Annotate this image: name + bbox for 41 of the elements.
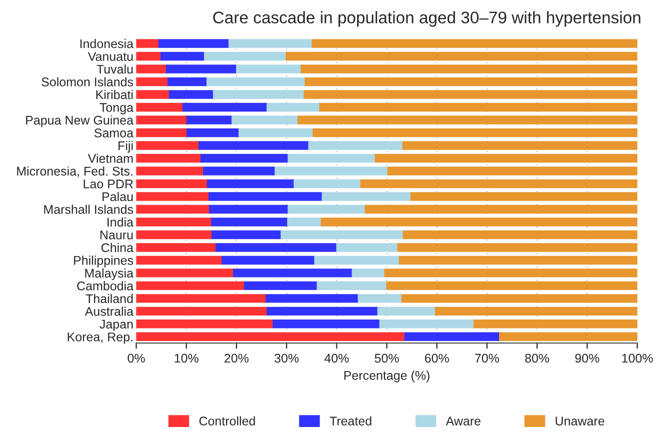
x-tick-label: 0% (128, 354, 145, 363)
x-tick-label: 20% (224, 354, 249, 363)
y-tick-label: Vietnam (88, 154, 133, 163)
x-tick-label: 60% (425, 354, 449, 363)
y-tick-label: Samoa (94, 128, 134, 138)
y-tick-label: Marshall Islands (44, 204, 134, 214)
x-axis-title: Percentage (%) (344, 370, 430, 382)
x-tick-label: 10% (174, 354, 198, 363)
y-tick-label: Tonga (100, 103, 134, 114)
y-tick-label: Nauru (100, 230, 133, 240)
y-tick-label: Indonesia (80, 38, 134, 48)
legend-label: Unaware (556, 416, 604, 426)
y-tick-label: Vanuatu (88, 52, 133, 61)
y-tick-label: Lao PDR (84, 180, 133, 188)
y-tick-label: Fiji (118, 140, 133, 153)
y-tick-label: Tuvalu (96, 64, 133, 74)
y-tick-label: Korea, Rep. (68, 332, 132, 344)
legend-label: Aware (446, 416, 480, 426)
y-tick-label: Kiribati (96, 90, 133, 100)
y-tick-label: Japan (100, 320, 133, 332)
y-tick-label: Malaysia (85, 268, 134, 280)
y-tick-label: Palau (102, 192, 133, 202)
y-tick-label: India (108, 217, 134, 227)
x-tick-label: 40% (324, 354, 349, 363)
legend-label: Controlled (199, 416, 255, 426)
x-tick-label: 100% (622, 354, 653, 363)
y-tick-label: Cambodia (77, 281, 134, 290)
x-tick-label: 90% (575, 354, 600, 363)
y-tick-label: Thailand (86, 294, 133, 304)
x-tick-label: 80% (525, 354, 550, 363)
y-tick-label: Papua New Guinea (26, 115, 134, 128)
x-tick-label: 30% (274, 354, 299, 363)
y-tick-label: Solomon Islands (42, 77, 134, 86)
chart-title: Care cascade in population aged 30–79 with hypertension (213, 11, 640, 27)
x-tick-label: 50% (374, 354, 399, 363)
x-tick-label: 70% (475, 354, 500, 363)
y-tick-label: China (101, 242, 134, 252)
y-tick-label: Micronesia, Fed. Sts. (17, 166, 132, 178)
y-tick-label: Australia (84, 306, 134, 316)
y-tick-label: Philippines (74, 256, 134, 268)
legend-label: Treated (330, 416, 372, 426)
